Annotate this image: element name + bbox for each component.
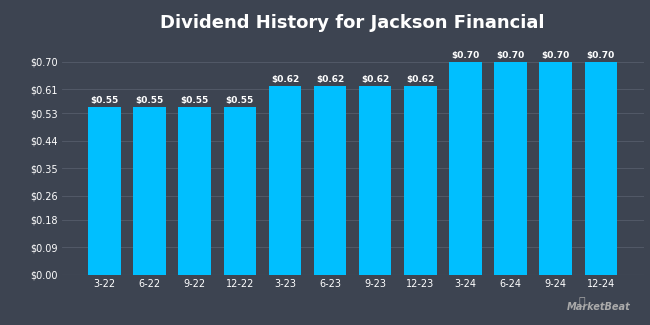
Text: $0.55: $0.55 <box>90 96 118 105</box>
Bar <box>584 62 617 275</box>
Text: $0.70: $0.70 <box>587 51 615 60</box>
Bar <box>133 107 166 275</box>
Text: $0.62: $0.62 <box>361 75 389 84</box>
Text: $0.70: $0.70 <box>451 51 480 60</box>
Bar <box>224 107 256 275</box>
Bar <box>179 107 211 275</box>
Text: ⦿: ⦿ <box>578 297 585 307</box>
Bar <box>88 107 121 275</box>
Bar <box>314 86 346 275</box>
Text: $0.62: $0.62 <box>271 75 299 84</box>
Bar <box>494 62 526 275</box>
Text: $0.55: $0.55 <box>226 96 254 105</box>
Bar <box>359 86 391 275</box>
Bar <box>449 62 482 275</box>
Text: $0.62: $0.62 <box>406 75 434 84</box>
Bar <box>540 62 572 275</box>
Text: $0.55: $0.55 <box>135 96 164 105</box>
Text: $0.70: $0.70 <box>497 51 525 60</box>
Title: Dividend History for Jackson Financial: Dividend History for Jackson Financial <box>161 14 545 32</box>
Bar <box>268 86 301 275</box>
Text: $0.62: $0.62 <box>316 75 344 84</box>
Text: $0.70: $0.70 <box>541 51 570 60</box>
Text: MarketBeat: MarketBeat <box>567 302 630 312</box>
Bar <box>404 86 437 275</box>
Text: $0.55: $0.55 <box>181 96 209 105</box>
